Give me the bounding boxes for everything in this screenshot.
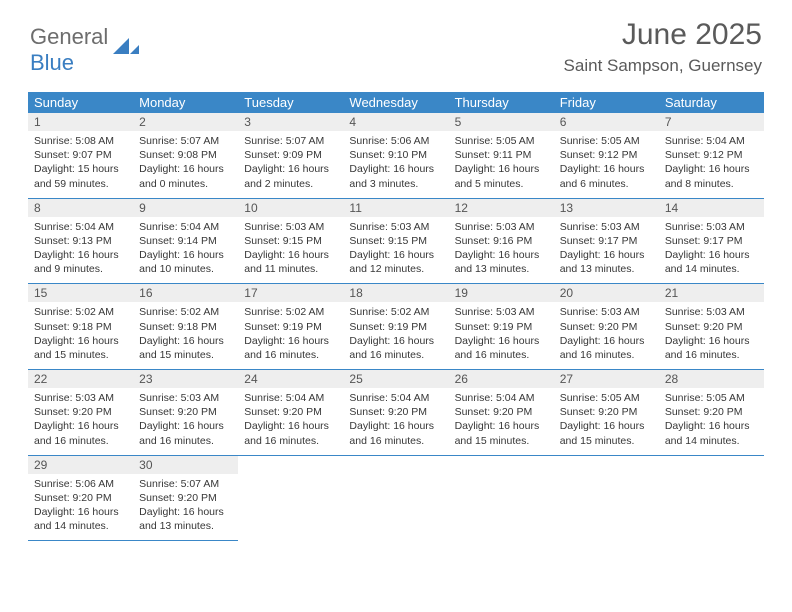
day-cell: Sunrise: 5:03 AMSunset: 9:17 PMDaylight:…	[659, 217, 764, 284]
day-header: Friday	[554, 92, 659, 113]
day-number: 12	[449, 198, 554, 217]
day-cell: Sunrise: 5:03 AMSunset: 9:20 PMDaylight:…	[554, 302, 659, 369]
day-header: Saturday	[659, 92, 764, 113]
content-row: Sunrise: 5:02 AMSunset: 9:18 PMDaylight:…	[28, 302, 764, 369]
day-cell: Sunrise: 5:03 AMSunset: 9:20 PMDaylight:…	[28, 388, 133, 455]
day-cell: Sunrise: 5:04 AMSunset: 9:20 PMDaylight:…	[343, 388, 448, 455]
day-cell: Sunrise: 5:02 AMSunset: 9:18 PMDaylight:…	[28, 302, 133, 369]
day-cell	[343, 474, 448, 541]
day-number: 7	[659, 113, 764, 131]
day-number: 16	[133, 284, 238, 303]
day-number: 17	[238, 284, 343, 303]
title-block: June 2025 Saint Sampson, Guernsey	[564, 18, 762, 76]
day-header: Monday	[133, 92, 238, 113]
logo-mark-icon	[113, 36, 141, 61]
content-row: Sunrise: 5:03 AMSunset: 9:20 PMDaylight:…	[28, 388, 764, 455]
day-number: 30	[133, 455, 238, 474]
logo-word2: Blue	[30, 50, 74, 75]
day-cell: Sunrise: 5:05 AMSunset: 9:11 PMDaylight:…	[449, 131, 554, 198]
day-cell: Sunrise: 5:04 AMSunset: 9:20 PMDaylight:…	[449, 388, 554, 455]
daynum-row: 22232425262728	[28, 370, 764, 389]
day-number: 20	[554, 284, 659, 303]
day-cell: Sunrise: 5:05 AMSunset: 9:20 PMDaylight:…	[554, 388, 659, 455]
day-header: Wednesday	[343, 92, 448, 113]
day-header: Thursday	[449, 92, 554, 113]
day-cell: Sunrise: 5:04 AMSunset: 9:12 PMDaylight:…	[659, 131, 764, 198]
day-number: 15	[28, 284, 133, 303]
day-number	[343, 455, 448, 474]
content-row: Sunrise: 5:04 AMSunset: 9:13 PMDaylight:…	[28, 217, 764, 284]
day-cell: Sunrise: 5:03 AMSunset: 9:16 PMDaylight:…	[449, 217, 554, 284]
day-cell: Sunrise: 5:06 AMSunset: 9:20 PMDaylight:…	[28, 474, 133, 541]
day-number: 5	[449, 113, 554, 131]
day-header: Tuesday	[238, 92, 343, 113]
day-number	[238, 455, 343, 474]
daynum-row: 1234567	[28, 113, 764, 131]
day-number	[449, 455, 554, 474]
day-number: 24	[238, 370, 343, 389]
day-cell	[238, 474, 343, 541]
day-cell	[449, 474, 554, 541]
day-cell: Sunrise: 5:03 AMSunset: 9:15 PMDaylight:…	[343, 217, 448, 284]
day-number: 3	[238, 113, 343, 131]
day-cell: Sunrise: 5:06 AMSunset: 9:10 PMDaylight:…	[343, 131, 448, 198]
day-header: Sunday	[28, 92, 133, 113]
day-number: 1	[28, 113, 133, 131]
day-number: 21	[659, 284, 764, 303]
content-row: Sunrise: 5:08 AMSunset: 9:07 PMDaylight:…	[28, 131, 764, 198]
day-number: 18	[343, 284, 448, 303]
day-cell: Sunrise: 5:02 AMSunset: 9:19 PMDaylight:…	[343, 302, 448, 369]
day-number: 19	[449, 284, 554, 303]
calendar-table: SundayMondayTuesdayWednesdayThursdayFrid…	[28, 92, 764, 541]
day-cell: Sunrise: 5:05 AMSunset: 9:20 PMDaylight:…	[659, 388, 764, 455]
day-cell	[554, 474, 659, 541]
day-number: 27	[554, 370, 659, 389]
day-cell: Sunrise: 5:08 AMSunset: 9:07 PMDaylight:…	[28, 131, 133, 198]
day-cell: Sunrise: 5:04 AMSunset: 9:14 PMDaylight:…	[133, 217, 238, 284]
day-number: 25	[343, 370, 448, 389]
day-number: 26	[449, 370, 554, 389]
day-cell: Sunrise: 5:07 AMSunset: 9:20 PMDaylight:…	[133, 474, 238, 541]
day-cell: Sunrise: 5:02 AMSunset: 9:18 PMDaylight:…	[133, 302, 238, 369]
day-number: 13	[554, 198, 659, 217]
day-header-row: SundayMondayTuesdayWednesdayThursdayFrid…	[28, 92, 764, 113]
day-number: 28	[659, 370, 764, 389]
day-cell: Sunrise: 5:02 AMSunset: 9:19 PMDaylight:…	[238, 302, 343, 369]
day-cell: Sunrise: 5:07 AMSunset: 9:08 PMDaylight:…	[133, 131, 238, 198]
content-row: Sunrise: 5:06 AMSunset: 9:20 PMDaylight:…	[28, 474, 764, 541]
day-number: 2	[133, 113, 238, 131]
day-number	[659, 455, 764, 474]
day-cell: Sunrise: 5:03 AMSunset: 9:17 PMDaylight:…	[554, 217, 659, 284]
day-number: 23	[133, 370, 238, 389]
day-cell: Sunrise: 5:07 AMSunset: 9:09 PMDaylight:…	[238, 131, 343, 198]
daynum-row: 891011121314	[28, 198, 764, 217]
day-cell: Sunrise: 5:03 AMSunset: 9:20 PMDaylight:…	[133, 388, 238, 455]
header: General Blue June 2025 Saint Sampson, Gu…	[0, 0, 792, 82]
day-cell	[659, 474, 764, 541]
day-cell: Sunrise: 5:04 AMSunset: 9:13 PMDaylight:…	[28, 217, 133, 284]
day-number: 6	[554, 113, 659, 131]
day-number: 8	[28, 198, 133, 217]
day-number: 29	[28, 455, 133, 474]
day-cell: Sunrise: 5:03 AMSunset: 9:19 PMDaylight:…	[449, 302, 554, 369]
logo: General Blue	[30, 18, 141, 76]
day-number: 14	[659, 198, 764, 217]
logo-word1: General	[30, 24, 108, 49]
month-title: June 2025	[564, 18, 762, 52]
daynum-row: 15161718192021	[28, 284, 764, 303]
day-number: 4	[343, 113, 448, 131]
day-cell: Sunrise: 5:03 AMSunset: 9:15 PMDaylight:…	[238, 217, 343, 284]
day-number: 11	[343, 198, 448, 217]
day-cell: Sunrise: 5:04 AMSunset: 9:20 PMDaylight:…	[238, 388, 343, 455]
day-number: 10	[238, 198, 343, 217]
day-cell: Sunrise: 5:03 AMSunset: 9:20 PMDaylight:…	[659, 302, 764, 369]
day-number: 9	[133, 198, 238, 217]
day-number: 22	[28, 370, 133, 389]
day-number	[554, 455, 659, 474]
location: Saint Sampson, Guernsey	[564, 56, 762, 76]
day-cell: Sunrise: 5:05 AMSunset: 9:12 PMDaylight:…	[554, 131, 659, 198]
daynum-row: 2930	[28, 455, 764, 474]
